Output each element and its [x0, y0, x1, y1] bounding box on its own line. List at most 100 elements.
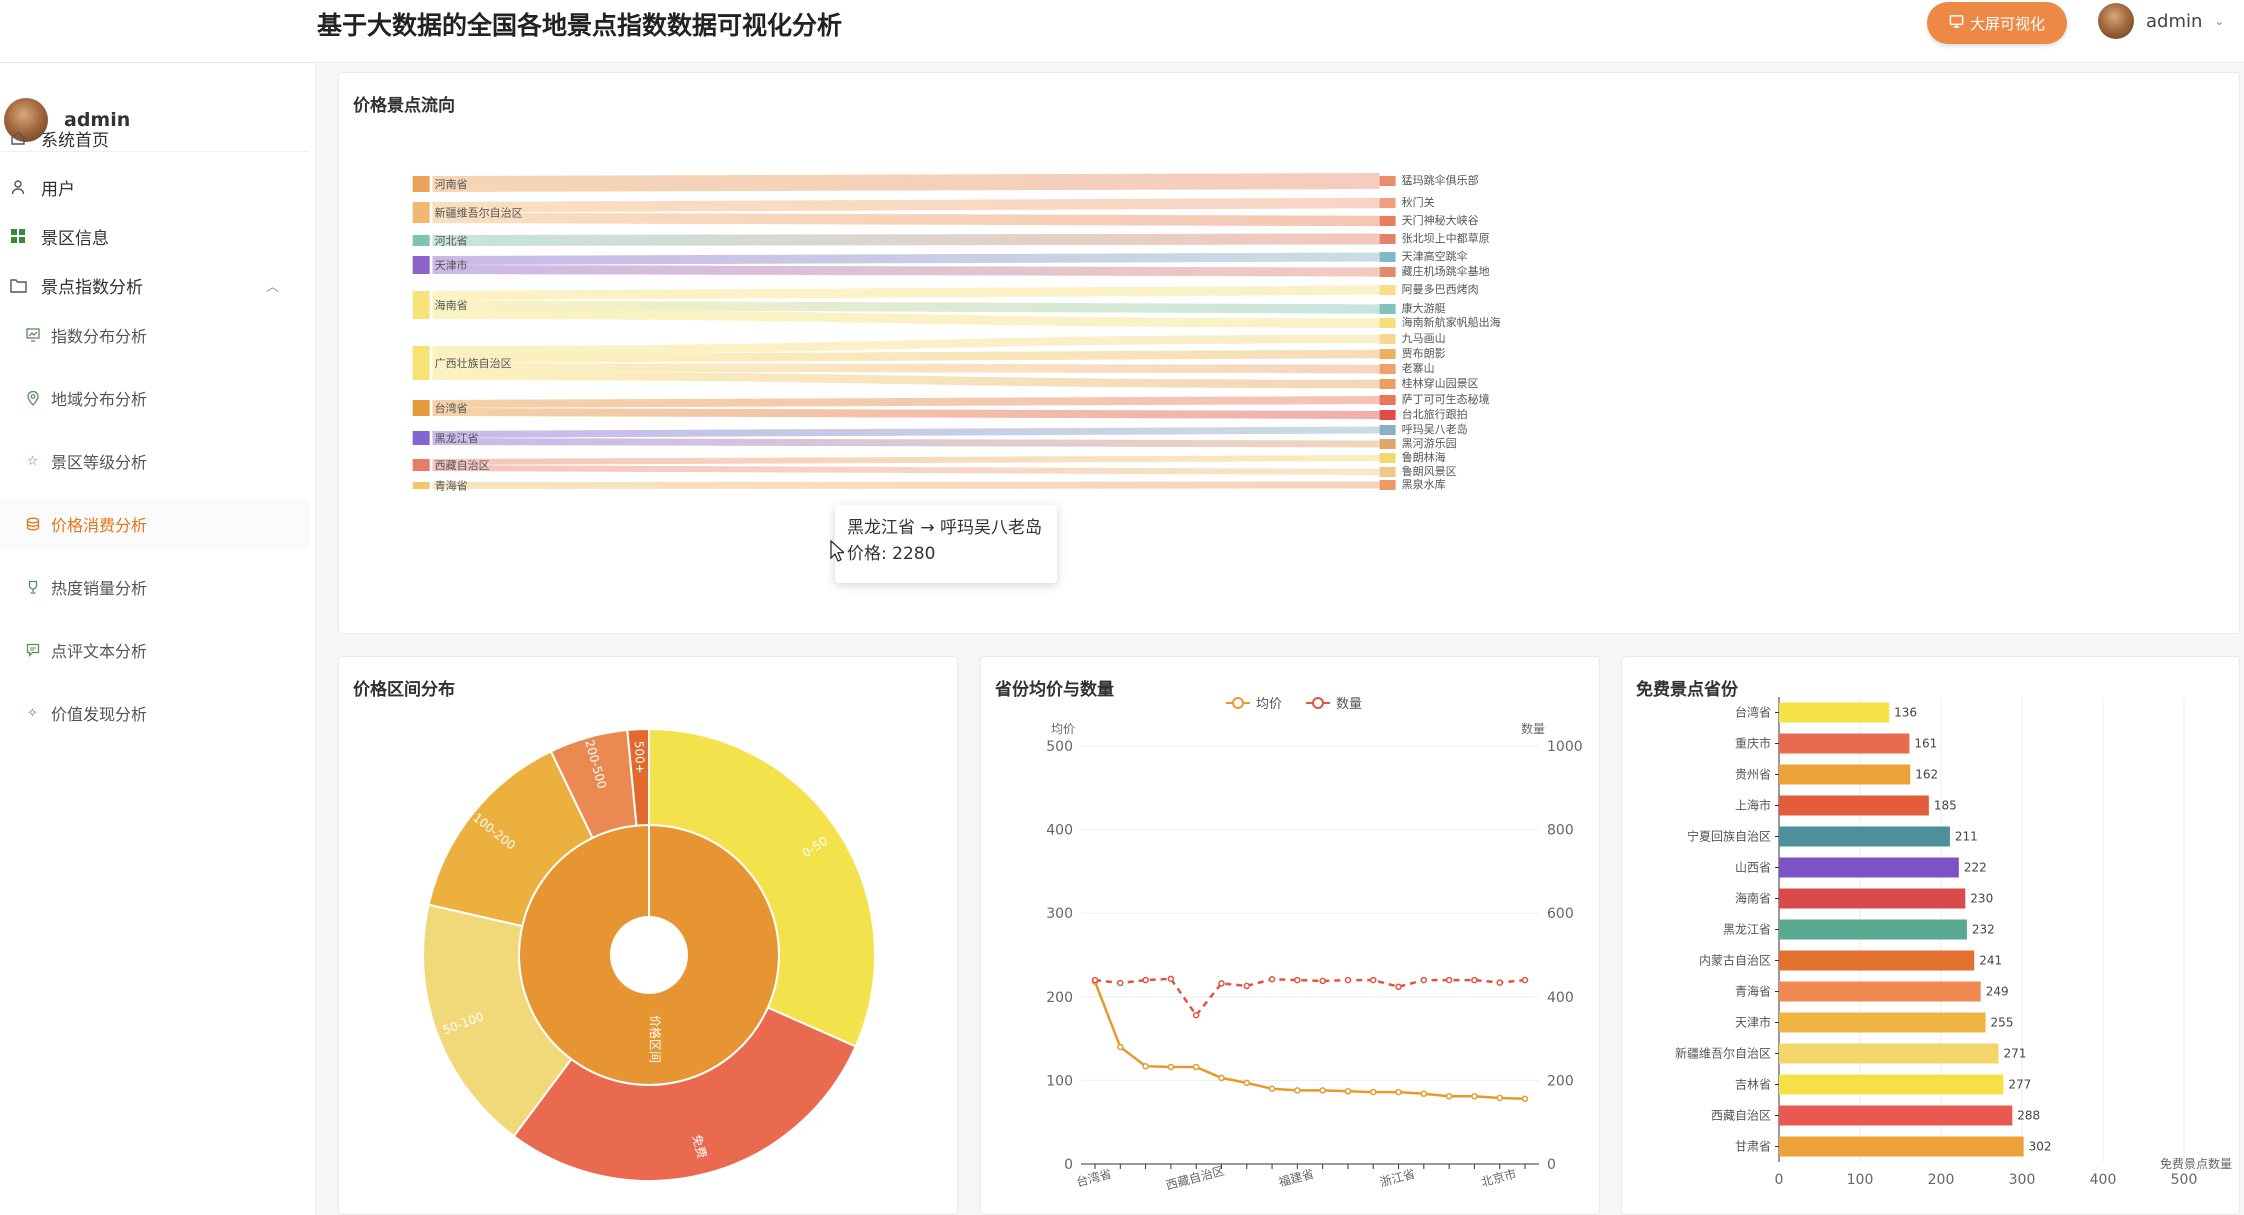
sidebar-item-label: 用户: [41, 179, 75, 200]
bar-category-label: 甘肃省: [1735, 1140, 1771, 1154]
line-point: [1369, 976, 1377, 984]
bar-value-label: 249: [1986, 985, 2009, 999]
sankey-source-label: 新疆维吾尔自治区: [435, 206, 523, 220]
sankey-target-node: [1379, 395, 1396, 405]
sankey-tooltip: 黑龙江省 → 呼玛吴八老岛 价格: 2280: [835, 505, 1057, 583]
sunburst-slice: [512, 1006, 857, 1182]
line-point: [1395, 983, 1402, 991]
sankey-target-label: 桂林穿山园景区: [1402, 376, 1479, 390]
sidebar-item-home[interactable]: 系统首页: [0, 115, 310, 161]
line-y-right-tick: 400: [1547, 990, 1574, 1006]
line-y-left-tick: 400: [1046, 823, 1073, 839]
line-y-left-tick: 200: [1046, 990, 1073, 1006]
bar-x-tick: 500: [2171, 1172, 2198, 1188]
sidebar-subitem-label: 点评文本分析: [51, 642, 148, 661]
sidebar-subitem-value-discovery[interactable]: ✧ 价值发现分析: [0, 687, 310, 739]
sankey-source-label: 台湾省: [435, 401, 468, 415]
line-point: [1344, 976, 1352, 984]
sankey-target-label: 黑河游乐园: [1402, 437, 1457, 450]
bar-value-label: 302: [2029, 1140, 2052, 1154]
line-point: [1294, 1087, 1301, 1094]
sidebar-subitem-price-analysis[interactable]: 价格消费分析: [0, 498, 310, 550]
sidebar-item-scenic-info[interactable]: 景区信息: [0, 213, 310, 259]
bar: [1779, 857, 1959, 878]
bar-category-label: 青海省: [1735, 984, 1771, 999]
coins-icon: [25, 517, 40, 532]
line-point: [1369, 1088, 1377, 1096]
sankey-source-label: 黑龙江省: [435, 432, 479, 445]
sidebar-subitem-grade-analysis[interactable]: ☆ 景区等级分析: [0, 435, 310, 487]
bar: [1779, 919, 1967, 940]
bar: [1779, 981, 1981, 1002]
sankey-target-label: 鲁朗风景区: [1402, 464, 1457, 478]
sidebar-user: admin: [0, 88, 310, 152]
sankey-link: [432, 173, 1380, 192]
user-icon: [9, 178, 27, 196]
bar-category-label: 西藏自治区: [1711, 1109, 1771, 1123]
sankey-link: [432, 408, 1380, 419]
sankey-source-node: [412, 235, 430, 246]
line-x-label: 浙江省: [1378, 1167, 1416, 1190]
sidebar-subitem-heat-sales[interactable]: 热度销量分析: [0, 561, 310, 613]
sankey-link: [432, 334, 1380, 355]
bar-value-label: 162: [1915, 768, 1938, 782]
bar-value-label: 211: [1955, 830, 1978, 844]
line-point: [1319, 1087, 1326, 1094]
sankey-link: [432, 252, 1380, 265]
sankey-source-label: 天津市: [435, 258, 468, 272]
trophy-icon: [25, 580, 40, 595]
sankey-source-node: [412, 202, 430, 223]
bar: [1779, 702, 1890, 723]
line-point: [1142, 976, 1149, 984]
bigscreen-button[interactable]: 大屏可视化: [1927, 2, 2067, 44]
line-card: 省份均价与数量 0 0 100 200 200 400 300 600 400 800 500 100…: [980, 656, 1600, 1215]
sankey-target-label: 呼玛吴八老岛: [1402, 422, 1468, 436]
bar-card: 免费景点省份 0 100 200 300 400 500 免费景点数量 台湾省 136 重庆市 16…: [1621, 656, 2240, 1215]
line-x-label: 西藏自治区: [1164, 1164, 1226, 1193]
sankey-target-label: 黑泉水库: [1402, 477, 1446, 491]
sankey-target-label: 藏庄机场跳伞基地: [1402, 264, 1490, 278]
line-point: [1243, 1079, 1251, 1087]
line-point: [1294, 976, 1301, 984]
sidebar: admin 系统首页 用户 景区信息 景点指数分析 ︿ 指数分布分析 地域分布分…: [0, 63, 316, 1215]
sidebar-item-user[interactable]: 用户: [0, 164, 310, 210]
sidebar-item-label: 景点指数分析: [41, 277, 143, 298]
sidebar-item-index-analysis[interactable]: 景点指数分析 ︿: [0, 262, 310, 308]
sidebar-subitem-review-text[interactable]: 点评文本分析: [0, 624, 310, 676]
sidebar-subitem-index-distribution[interactable]: 指数分布分析: [0, 309, 310, 361]
sankey-target-node: [1379, 304, 1396, 314]
legend-marker: [1232, 697, 1244, 709]
line-point: [1167, 975, 1175, 983]
line-series-0: [1093, 981, 1526, 1101]
bar: [1779, 1074, 2004, 1095]
bar: [1779, 733, 1910, 754]
line-y-left-name: 均价: [1051, 722, 1075, 736]
line-point: [1192, 1011, 1200, 1019]
line-y-right-tick: 0: [1547, 1157, 1556, 1173]
bar-value-label: 277: [2008, 1078, 2031, 1092]
chevron-down-icon: ⌄: [2214, 14, 2225, 28]
sidebar-subitem-region-distribution[interactable]: 地域分布分析: [0, 372, 310, 424]
line-point: [1521, 1095, 1529, 1103]
user-menu[interactable]: admin ⌄: [2098, 3, 2224, 39]
sankey-link: [432, 481, 1380, 489]
grid-icon: [9, 227, 27, 245]
bar-value-label: 161: [1914, 737, 1937, 751]
line-point: [1243, 982, 1251, 990]
header-username: admin: [2146, 10, 2203, 32]
line-point: [1268, 975, 1276, 983]
sankey-target-node: [1379, 453, 1396, 463]
sankey-target-node: [1379, 439, 1396, 449]
bar-value-label: 255: [1991, 1016, 2014, 1030]
sankey-source-label: 海南省: [435, 298, 468, 312]
sunburst-slice: [422, 903, 573, 1138]
sankey-source-node: [412, 346, 430, 380]
line-y-left-tick: 0: [1064, 1157, 1073, 1173]
sankey-target-label: 台北旅行跟拍: [1402, 407, 1468, 421]
line-point: [1471, 1093, 1478, 1100]
sankey-link: [432, 349, 1380, 363]
page-title: 基于大数据的全国各地景点指数数据可视化分析: [317, 11, 843, 40]
top-header: 基于大数据的全国各地景点指数数据可视化分析 大屏可视化 admin ⌄: [0, 0, 2244, 63]
line-point: [1091, 976, 1099, 984]
